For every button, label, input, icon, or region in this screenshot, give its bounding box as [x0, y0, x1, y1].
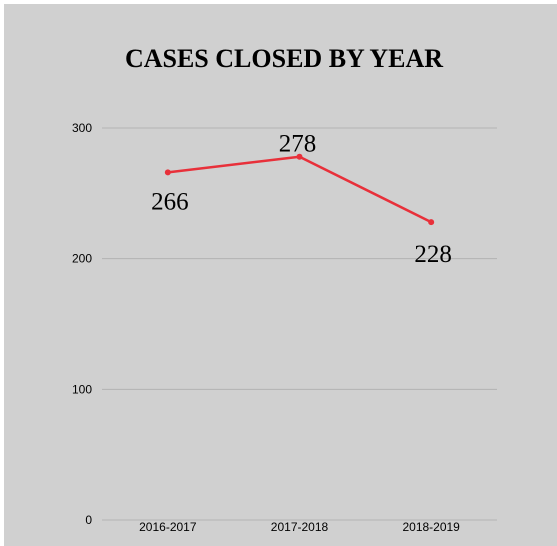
data-label: 278 — [279, 131, 317, 158]
y-tick-label: 200 — [72, 252, 92, 266]
x-tick-label: 2016-2017 — [139, 520, 197, 534]
y-tick-label: 100 — [72, 382, 92, 396]
chart-container: CASES CLOSED BY YEAR 0 100 200 300 2016-201… — [4, 4, 557, 546]
x-tick-label: 2017-2018 — [271, 520, 329, 534]
y-tick-label: 300 — [72, 121, 92, 135]
data-point — [164, 169, 171, 176]
chart-title: CASES CLOSED BY YEAR — [125, 44, 443, 73]
x-axis-ticks: 2016-2017 2017-2018 2018-2019 — [139, 520, 460, 534]
series-line — [167, 155, 432, 224]
series — [164, 153, 435, 226]
data-labels: 266 278 228 — [151, 131, 452, 268]
data-label: 266 — [151, 188, 189, 215]
line-chart: CASES CLOSED BY YEAR 0 100 200 300 2016-201… — [72, 44, 497, 534]
y-axis-ticks: 0 100 200 300 — [72, 121, 92, 527]
y-tick-label: 0 — [85, 513, 92, 527]
data-label: 228 — [414, 241, 452, 268]
x-tick-label: 2018-2019 — [402, 520, 460, 534]
data-point — [428, 219, 435, 226]
data-point — [296, 153, 303, 160]
gridlines — [102, 127, 497, 521]
